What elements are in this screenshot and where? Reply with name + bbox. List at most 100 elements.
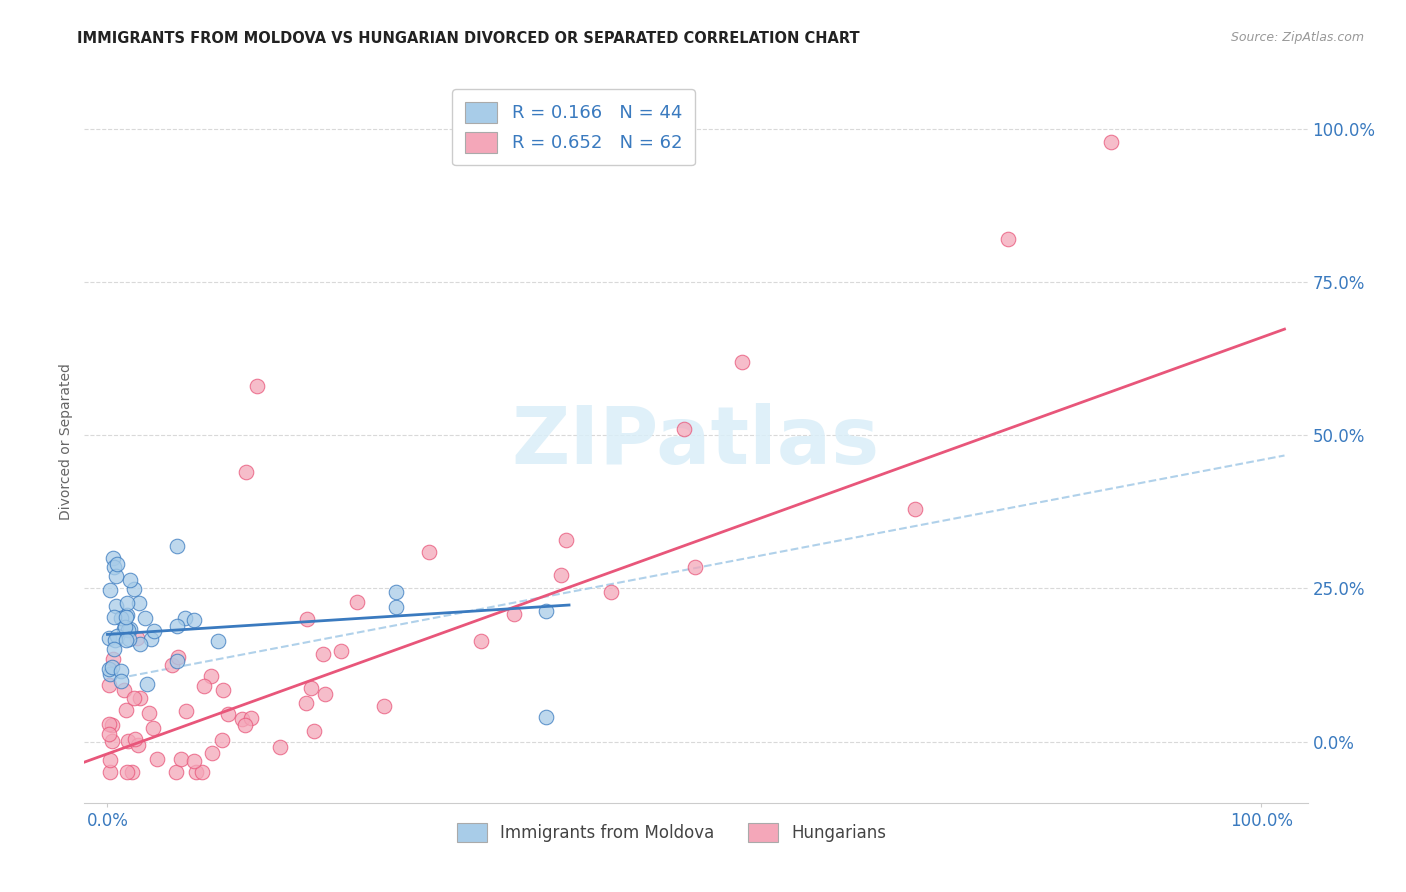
Point [246,379,269,393]
Point [295,697,318,711]
Point [191,765,214,780]
Point [97,678,120,692]
Point [997,232,1019,246]
Point [346,595,368,609]
Point [125,632,148,646]
Point [122,690,145,705]
Point [162,658,184,673]
Point [233,718,256,732]
Point [217,707,239,722]
Point [114,632,136,647]
Point [115,609,138,624]
Point [302,723,325,738]
Text: IMMIGRANTS FROM MOLDOVA VS HUNGARIAN DIVORCED OR SEPARATED CORRELATION CHART: IMMIGRANTS FROM MOLDOVA VS HUNGARIAN DIV… [77,31,860,46]
Point [124,732,146,747]
Point [418,545,440,559]
Point [120,573,142,587]
Point [134,611,156,625]
Point [167,649,190,664]
Point [314,687,336,701]
Point [98,631,121,645]
Point [101,733,124,747]
Point [98,765,121,780]
Point [166,539,188,553]
Point [104,569,127,583]
Point [100,718,122,732]
Point [212,682,235,697]
Point [731,355,754,369]
Point [118,632,141,647]
Point [112,622,135,636]
Point [269,740,291,755]
Point [534,604,557,618]
Point [555,533,578,547]
Point [176,704,198,718]
Point [104,633,127,648]
Point [373,699,395,714]
Point [235,465,257,479]
Point [110,664,132,678]
Point [115,703,138,717]
Point [103,560,125,574]
Point [103,610,125,624]
Point [128,596,150,610]
Point [683,560,706,574]
Point [385,599,408,614]
Point [97,716,120,731]
Point [184,765,207,780]
Point [117,733,139,747]
Point [200,669,222,683]
Point [599,584,621,599]
Point [165,765,187,780]
Point [299,681,322,695]
Point [138,706,160,721]
Point [673,422,696,436]
Point [503,607,526,621]
Point [183,755,205,769]
Point [129,637,152,651]
Point [550,568,572,582]
Point [128,690,150,705]
Point [115,596,138,610]
Point [110,611,132,625]
Point [143,624,166,639]
Point [200,746,222,760]
Point [142,721,165,735]
Point [103,642,125,657]
Legend: Immigrants from Moldova, Hungarians: Immigrants from Moldova, Hungarians [450,816,893,848]
Point [207,634,229,648]
Point [136,677,159,691]
Text: ZIPatlas: ZIPatlas [512,402,880,481]
Point [312,647,335,661]
Point [121,765,143,780]
Point [904,502,927,516]
Point [101,652,124,666]
Point [211,733,233,747]
Point [231,712,253,726]
Point [114,620,136,634]
Point [166,654,188,668]
Point [183,613,205,627]
Point [117,607,139,622]
Point [534,710,557,724]
Point [100,659,122,673]
Point [139,632,162,646]
Point [330,644,353,658]
Point [115,765,138,780]
Text: Source: ZipAtlas.com: Source: ZipAtlas.com [1230,31,1364,45]
Point [117,623,139,637]
Point [1099,135,1122,149]
Point [110,673,132,688]
Point [385,585,408,599]
Point [97,662,120,676]
Point [239,711,262,725]
Point [98,582,121,597]
Y-axis label: Divorced or Separated: Divorced or Separated [59,363,73,520]
Point [295,612,318,626]
Point [173,611,195,625]
Point [97,727,120,741]
Point [105,599,128,613]
Point [118,623,141,637]
Point [122,582,145,596]
Point [98,753,121,767]
